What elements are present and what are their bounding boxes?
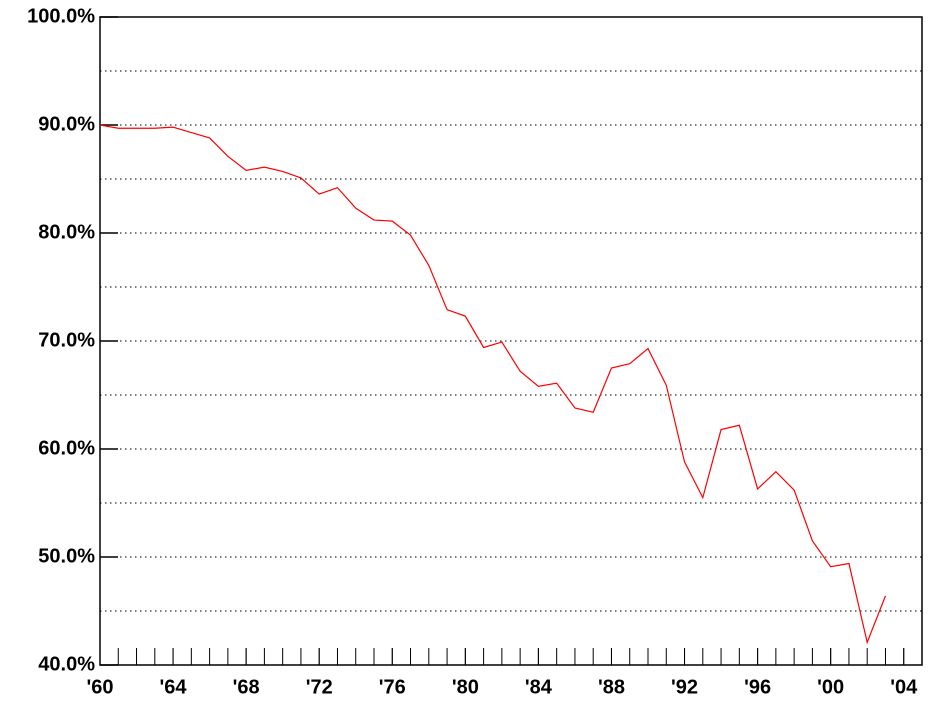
y-tick-label: 50.0% (38, 545, 95, 567)
y-tick-label: 80.0% (38, 221, 95, 243)
x-tick-label: '92 (671, 676, 698, 698)
x-tick-label: '04 (890, 676, 918, 698)
x-tick-label: '72 (306, 676, 333, 698)
x-tick-label: '80 (452, 676, 479, 698)
data-line (99, 124, 887, 645)
y-tick-label: 60.0% (38, 437, 95, 459)
x-tick-label: '64 (160, 676, 188, 698)
x-tick-label: '84 (525, 676, 553, 698)
y-tick-label: 90.0% (38, 113, 95, 135)
x-tick-label: '00 (817, 676, 844, 698)
x-tick-label: '88 (598, 676, 625, 698)
x-tick-label: '76 (379, 676, 406, 698)
y-tick-label: 70.0% (38, 329, 95, 351)
y-tick-label: 40.0% (38, 653, 95, 675)
x-tick-label: '60 (86, 676, 113, 698)
x-tick-label: '96 (744, 676, 771, 698)
y-tick-label: 100.0% (27, 5, 95, 27)
x-tick-label: '68 (233, 676, 260, 698)
